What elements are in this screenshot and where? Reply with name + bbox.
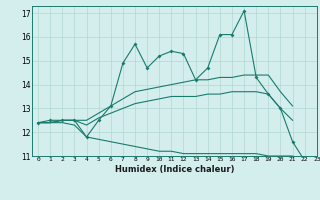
X-axis label: Humidex (Indice chaleur): Humidex (Indice chaleur)	[115, 165, 234, 174]
